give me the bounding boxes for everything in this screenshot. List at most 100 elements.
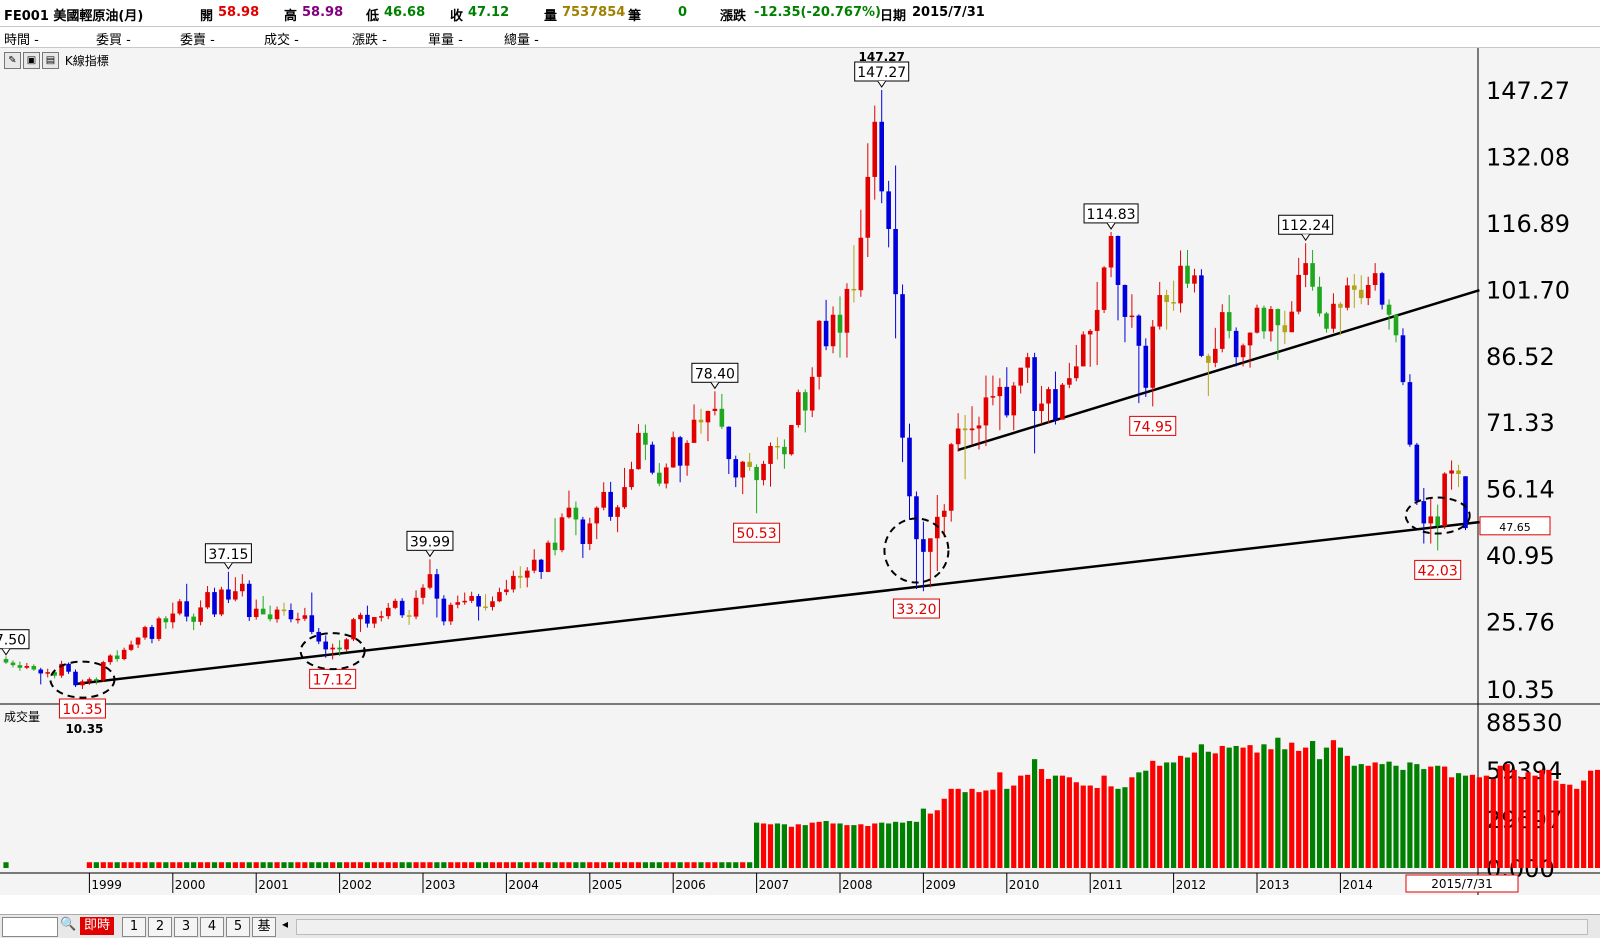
candle-body — [1456, 470, 1461, 474]
volume-bar — [781, 824, 787, 868]
candle-body — [747, 461, 752, 467]
volume-bar — [1337, 747, 1343, 868]
price-tick-label: 116.89 — [1486, 210, 1570, 238]
volume-bar — [121, 862, 127, 868]
volume-bar — [955, 788, 961, 868]
time-tick-label: 2003 — [425, 878, 456, 892]
menu-deal[interactable]: 成交 - — [264, 33, 299, 48]
candle-body — [726, 426, 732, 460]
volume-bar — [1038, 769, 1045, 868]
volume-bar — [733, 862, 739, 868]
candle-body — [1386, 304, 1392, 315]
volume-bar — [559, 862, 565, 868]
menu-change[interactable]: 漲跌 - — [352, 33, 387, 48]
candle-body — [1233, 330, 1239, 358]
candle-body — [1414, 444, 1420, 502]
menu-ask[interactable]: 委賣 - — [180, 33, 215, 48]
candle-body — [420, 587, 426, 598]
trendline — [957, 289, 1480, 452]
candle-body — [928, 538, 933, 552]
volume-bar — [239, 862, 245, 868]
volume-bar — [1449, 777, 1455, 868]
candle-body — [823, 320, 829, 347]
volume-bar — [1233, 745, 1239, 868]
volume-bar — [469, 862, 475, 868]
volume-bar — [1539, 769, 1545, 868]
volume-bar — [385, 862, 391, 868]
candle-body — [240, 583, 245, 592]
candle-body — [719, 408, 725, 427]
tab-fundamental[interactable]: 基 — [252, 917, 276, 937]
monitor-icon[interactable]: ▣ — [23, 52, 40, 69]
high-annotation-label: 78.40 — [695, 366, 735, 382]
candle-body — [1358, 289, 1364, 299]
candle-body — [135, 637, 141, 645]
volume-bar — [1532, 775, 1538, 868]
high-annotation-label: 37.15 — [208, 547, 248, 563]
tab-2[interactable]: 2 — [148, 917, 172, 937]
candle-body — [94, 679, 99, 681]
volume-bar — [114, 862, 120, 868]
candle-body — [705, 410, 711, 423]
bottom-toolbar: 🔍 即時 1 2 3 4 5 基 ◂ — [0, 914, 1600, 938]
indicator-label[interactable]: K線指標 — [64, 54, 109, 68]
time-tick-label: 2012 — [1176, 878, 1207, 892]
menu-bid[interactable]: 委買 - — [96, 33, 131, 48]
high-annotation-pointer — [710, 382, 720, 390]
candle-body — [789, 424, 794, 455]
volume-bar — [1421, 769, 1427, 868]
volume-bar — [1045, 778, 1052, 868]
candle-body — [1192, 275, 1197, 284]
volume-bar — [413, 862, 419, 868]
symbol-input[interactable] — [2, 917, 58, 937]
volume-bar — [1191, 752, 1198, 868]
volume-bar — [851, 825, 857, 868]
candle-body — [858, 237, 864, 291]
volume-bar — [760, 823, 767, 868]
min-price-label: 10.35 — [65, 722, 103, 736]
magnifier-icon[interactable]: 🔍 — [60, 917, 77, 932]
candle-body — [302, 615, 308, 619]
volume-bar — [93, 862, 99, 868]
tab-5[interactable]: 5 — [226, 917, 250, 937]
candle-body — [1352, 285, 1357, 290]
candle-body — [830, 314, 836, 347]
candle-body — [636, 432, 641, 470]
menu-single-volume[interactable]: 單量 - — [428, 33, 463, 48]
candle-body — [288, 610, 294, 620]
candle-body — [1136, 315, 1142, 346]
candle-body — [712, 408, 718, 411]
menu-total-volume[interactable]: 總量 - — [504, 33, 539, 48]
book-icon[interactable]: ▤ — [42, 52, 59, 69]
price-tick-label: 25.76 — [1486, 609, 1555, 637]
low-label: 低 — [366, 9, 380, 24]
candle-body — [184, 601, 189, 617]
arrow-left-icon[interactable]: ◂ — [282, 917, 289, 931]
candle-body — [1004, 386, 1010, 416]
candle-body — [406, 615, 412, 617]
volume-bar — [1518, 777, 1524, 868]
menu-time[interactable]: 時間 - — [4, 33, 39, 48]
candle-body — [643, 432, 648, 445]
latest-date-box — [1405, 874, 1519, 893]
candle-body — [775, 445, 780, 448]
volume-bar — [489, 862, 496, 868]
tab-3[interactable]: 3 — [174, 917, 198, 937]
realtime-button[interactable]: 即時 — [80, 917, 115, 935]
candle-body — [121, 649, 127, 660]
highlight-circle — [49, 660, 116, 699]
volume-bar — [712, 862, 718, 868]
volume-bar — [893, 821, 899, 868]
volume-bar — [371, 862, 377, 868]
horizontal-scrollbar[interactable] — [296, 919, 1588, 935]
volume-bar — [1205, 751, 1211, 868]
volume-bar — [1122, 787, 1128, 868]
candle-body — [316, 631, 322, 642]
tab-1[interactable]: 1 — [122, 917, 146, 937]
open-value: 58.98 — [218, 5, 260, 20]
eraser-icon[interactable]: ✎ — [4, 52, 21, 69]
tab-4[interactable]: 4 — [200, 917, 224, 937]
candle-body — [1324, 313, 1329, 329]
volume-bar — [677, 862, 683, 868]
volume-label: 量 — [544, 9, 558, 24]
